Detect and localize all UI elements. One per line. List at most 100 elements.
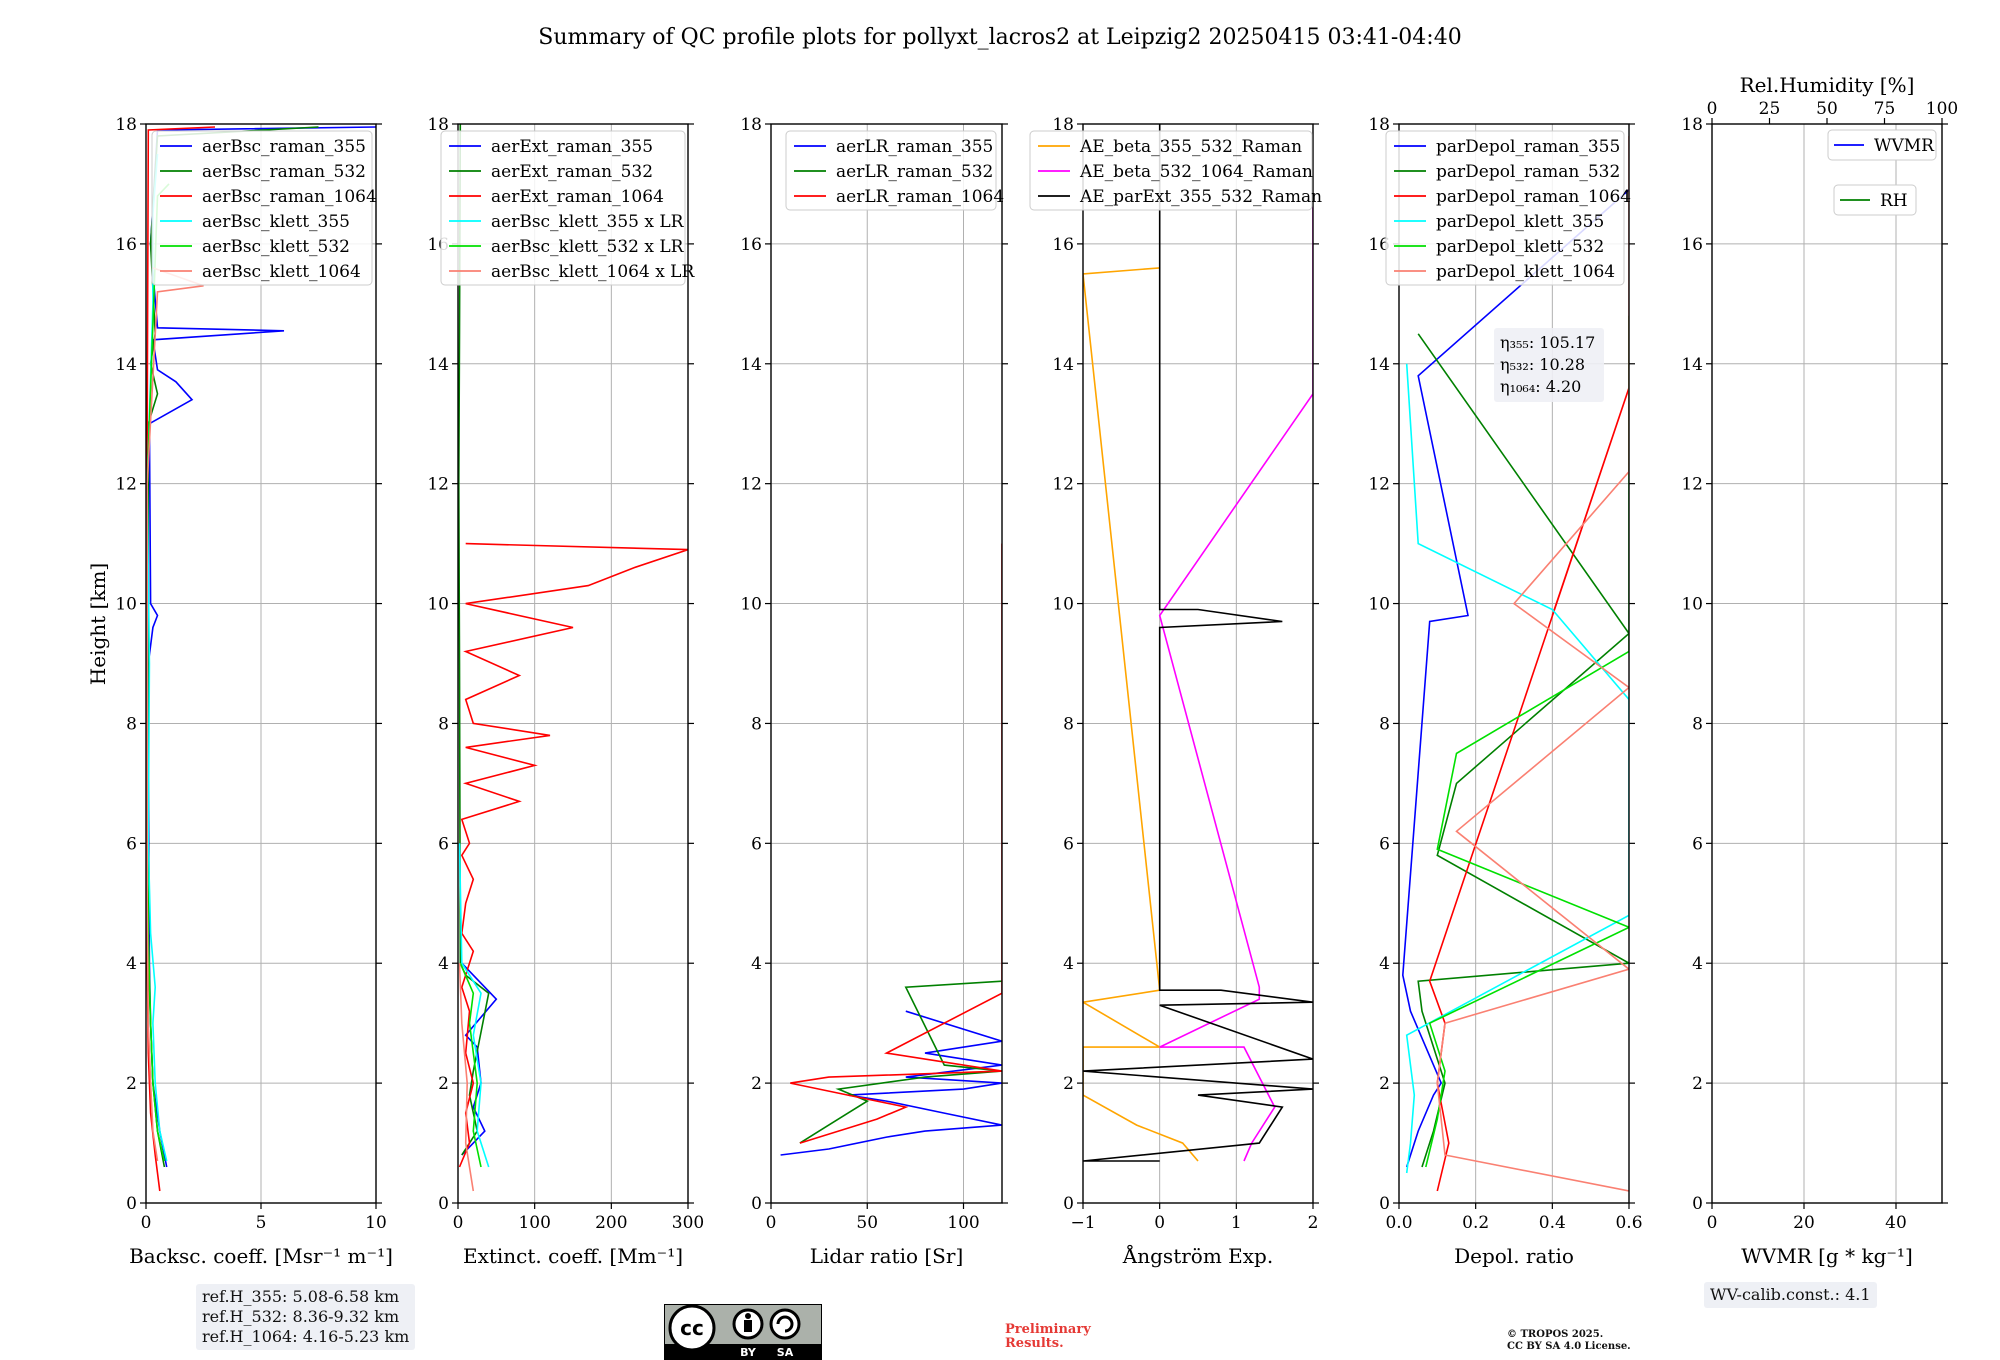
plot-frame [1711,123,1943,1204]
preliminary-notice: Preliminary Results. [1005,1323,1091,1351]
series-line-aerlr-raman-1064 [790,543,1002,1144]
series-line-aerbsc-klett-1064-x-lr [458,963,475,1192]
legend-entry: aerExt_raman_532 [491,162,653,182]
share-alike-icon [776,1315,794,1333]
legend-entry: AE_beta_355_532_Raman [1079,137,1302,157]
top-tick-label: 0 [1707,99,1718,119]
y-tick-label: 0 [1063,1194,1074,1214]
y-tick-label: 6 [751,834,762,854]
top-tick-label: 25 [1759,99,1781,119]
y-tick-label: 14 [1681,355,1703,375]
eta-value: η₁₀₆₄: 4.20 [1500,377,1581,396]
person-icon [745,1313,751,1319]
y-tick-label: 10 [115,595,137,615]
x-axis-label: Extinct. coeff. [Mm⁻¹] [463,1244,683,1268]
y-tick-label: 10 [427,595,449,615]
y-tick-label: 2 [1379,1074,1390,1094]
legend-entry: aerBsc_klett_1064 [202,262,361,282]
y-tick-label: 4 [1063,954,1074,974]
copyright-line-2: CC BY SA 4.0 License. [1507,1341,1631,1352]
y-tick-label: 8 [1379,714,1390,734]
eta-value: η₃₅₅: 105.17 [1500,333,1595,352]
series-line-pardepol-klett-355 [1405,363,1629,1174]
y-tick-label: 4 [751,954,762,974]
legend-entry: aerLR_raman_355 [836,137,993,157]
y-tick-label: 8 [751,714,762,734]
legend-entry: RH [1880,191,1908,211]
y-tick-label: 0 [126,1194,137,1214]
y-tick-label: 2 [1063,1074,1074,1094]
y-tick-label: 16 [1681,235,1703,255]
panel-1: 0 5 10 0 2 4 6 8 10 12 14 16 18 Backsc. coeff. [Msr⁻¹… [115,115,393,1268]
x-tick-label: 0.6 [1615,1213,1642,1233]
cc-logo-text: cc [680,1316,704,1340]
x-tick-label: 10 [365,1213,387,1233]
legend-entry: WVMR [1874,136,1935,156]
x-axis-label: Lidar ratio [Sr] [810,1244,964,1268]
series-line-aerbsc-klett-355-x-lr [458,843,490,1168]
legend-entry: aerBsc_klett_532 [202,237,350,257]
x-tick-label: 200 [595,1213,627,1233]
x-tick-label: 0 [766,1213,777,1233]
series-line-aerbsc-klett-1064 [146,267,204,1162]
copyright-line-1: © TROPOS 2025. [1507,1329,1604,1340]
series-line-aerbsc-klett-355 [146,153,168,1162]
top-tick-label: 100 [1926,99,1958,119]
series-line-aerext-raman-355 [461,962,498,1156]
preliminary-line-1: Preliminary [1005,1322,1091,1337]
legend-entry: aerExt_raman_355 [491,137,653,157]
y-tick-label: 16 [740,235,762,255]
y-tick-label: 12 [740,475,762,495]
y-tick-label: 18 [740,115,762,135]
series-line-pardepol-raman-355 [1401,189,1629,1168]
y-tick-label: 6 [1063,834,1074,854]
series-line-aerbsc-klett-532 [146,183,170,1162]
y-tick-label: 18 [115,115,137,135]
x-tick-label: 40 [1885,1213,1907,1233]
y-tick-label: 10 [1052,595,1074,615]
legend-entry: aerBsc_raman_1064 [202,187,377,207]
y-tick-label: 4 [1379,954,1390,974]
y-tick-label: 4 [1692,954,1703,974]
plot-frame [770,123,1003,1204]
x-tick-label: 20 [1793,1213,1815,1233]
legend-box [1029,130,1313,211]
y-tick-label: 4 [126,954,137,974]
x-axis-label: Ångström Exp. [1122,1243,1273,1268]
legend-box [440,130,686,286]
series-line-aerlr-raman-532 [799,980,1002,1144]
y-tick-label: 2 [126,1074,137,1094]
y-tick-label: 8 [438,714,449,734]
x-tick-label: 0 [141,1213,152,1233]
y-tick-label: 10 [1368,595,1390,615]
legend-entry: parDepol_raman_355 [1436,137,1620,157]
panel-5: 0.0 0.2 0.4 0.6 0 2 4 6 8 10 12 14 16 18 Depol. ratio p… [1368,115,1642,1268]
top-tick-label: 75 [1874,99,1896,119]
y-axis-label: Height [km] [86,563,110,685]
ref-height-355: ref.H_355: 5.08-6.58 km [202,1287,400,1306]
y-tick-label: 8 [1063,714,1074,734]
x-tick-label: 0.2 [1462,1213,1489,1233]
legend-entry: parDepol_klett_1064 [1436,262,1615,282]
legend: aerExt_raman_355 aerExt_raman_532 aerExt_r… [440,130,695,286]
y-tick-label: 2 [438,1074,449,1094]
figure-title: Summary of QC profile plots for pollyxt_… [538,25,1461,50]
legend-entry: aerBsc_klett_532 x LR [491,237,685,257]
y-tick-label: 14 [427,355,449,375]
y-tick-label: 16 [1052,235,1074,255]
plot-frame [1082,123,1314,1204]
y-tick-label: 10 [1681,595,1703,615]
y-tick-label: 0 [438,1194,449,1214]
x-tick-label: 0 [1707,1213,1718,1233]
legend: parDepol_raman_355 parDepol_raman_532 parD… [1385,130,1631,286]
y-tick-label: 12 [1681,475,1703,495]
legend-box [785,130,997,211]
y-tick-label: 8 [126,714,137,734]
plot-frame [1398,123,1630,1204]
ref-height-532: ref.H_532: 8.36-9.32 km [202,1307,400,1326]
legend-entry: parDepol_klett_355 [1436,212,1604,232]
legend: aerBsc_raman_355 aerBsc_raman_532 aerBsc_r… [151,130,377,286]
